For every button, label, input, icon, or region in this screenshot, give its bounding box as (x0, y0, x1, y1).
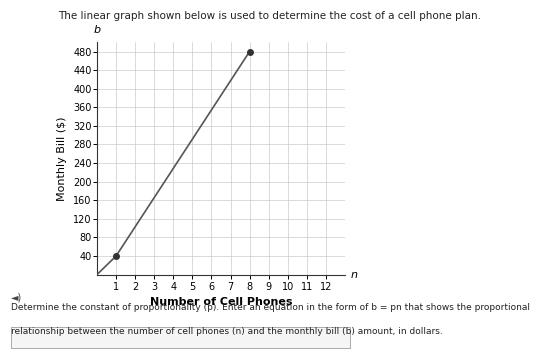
X-axis label: Number of Cell Phones: Number of Cell Phones (150, 297, 292, 307)
Text: The linear graph shown below is used to determine the cost of a cell phone plan.: The linear graph shown below is used to … (58, 11, 481, 20)
Text: ◄): ◄) (11, 292, 22, 302)
Y-axis label: Monthly Bill ($): Monthly Bill ($) (58, 116, 67, 201)
Text: relationship between the number of cell phones (n) and the monthly bill (b) amou: relationship between the number of cell … (11, 327, 443, 337)
Text: Determine the constant of proportionality (p). Enter an equation in the form of : Determine the constant of proportionalit… (11, 303, 530, 312)
Text: n: n (351, 270, 358, 279)
Text: b: b (93, 25, 101, 35)
